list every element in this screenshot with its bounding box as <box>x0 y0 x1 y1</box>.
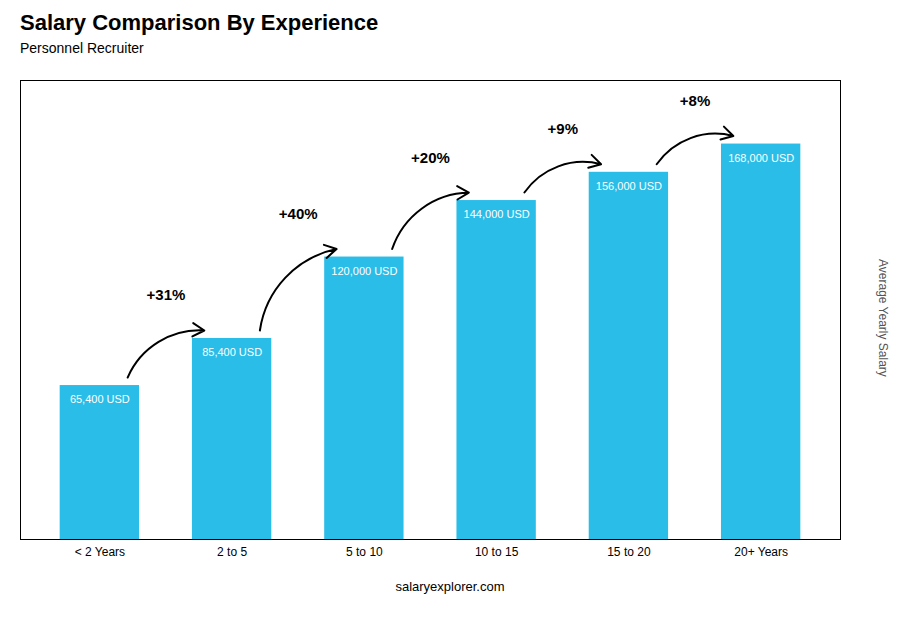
svg-text:+40%: +40% <box>279 205 318 222</box>
svg-text:65,400 USD: 65,400 USD <box>70 393 130 405</box>
svg-text:156,000 USD: 156,000 USD <box>596 180 662 192</box>
svg-text:+9%: +9% <box>548 120 578 137</box>
html-text:Salary Comparison By Experienc: Salary Comparison By Experience <box>20 10 379 35</box>
html-text:salaryexplorer.com: salaryexplorer.com <box>395 579 505 594</box>
svg-text:< 2 Years: < 2 Years <box>75 545 125 559</box>
svg-text:+31%: +31% <box>147 286 186 303</box>
svg-text:85,400 USD: 85,400 USD <box>202 346 262 358</box>
svg-text:2 to 5: 2 to 5 <box>217 545 247 559</box>
svg-text:10 to 15: 10 to 15 <box>475 545 519 559</box>
svg-text:5 to 10: 5 to 10 <box>346 545 383 559</box>
html-text:Average Yearly Salary: Average Yearly Salary <box>876 258 890 377</box>
svg-text:+8%: +8% <box>680 92 710 109</box>
svg-text:168,000 USD: 168,000 USD <box>728 152 794 164</box>
svg-text:20+ Years: 20+ Years <box>734 545 788 559</box>
svg-text:144,000 USD: 144,000 USD <box>464 208 530 220</box>
html-text:Personnel Recruiter: Personnel Recruiter <box>20 40 144 56</box>
svg-text:15 to 20: 15 to 20 <box>607 545 651 559</box>
svg-text:120,000 USD: 120,000 USD <box>331 265 397 277</box>
svg-text:+20%: +20% <box>411 149 450 166</box>
